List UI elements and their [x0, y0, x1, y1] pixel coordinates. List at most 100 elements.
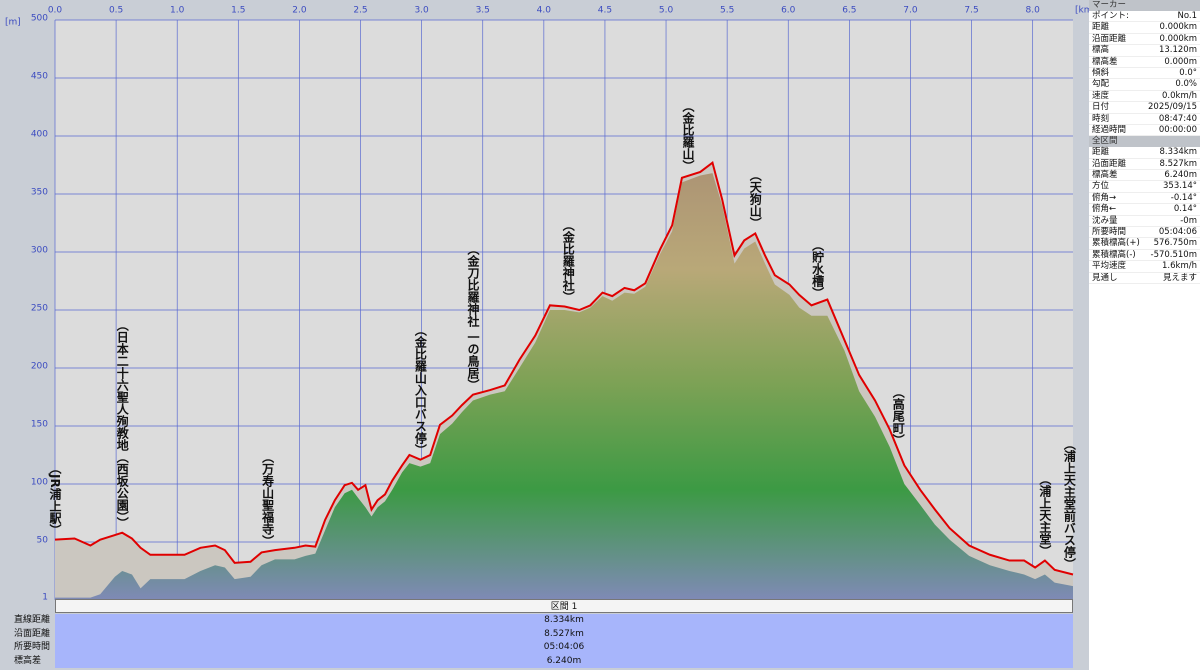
- y-unit: [m]: [5, 18, 21, 28]
- row-key: 傾斜: [1092, 67, 1110, 78]
- place-label: （天狗山）: [748, 169, 763, 230]
- place-label: （金刀比羅神社 一の鳥居）: [465, 242, 480, 391]
- row-key: 標高差: [1092, 56, 1118, 67]
- panel-row: 勾配 0.0%: [1089, 79, 1200, 91]
- y-tick-label: 450: [31, 72, 48, 82]
- profile-chart: [m] [km] 1501001502002503003504004505000…: [5, 6, 1089, 600]
- row-key: 沿面距離: [14, 628, 51, 639]
- place-label: （金比羅山入口バス停）: [413, 323, 428, 456]
- row-value: 353.14°: [1163, 181, 1197, 192]
- row-value: -0.14°: [1170, 192, 1197, 203]
- terrain-area: [55, 173, 1073, 600]
- row-key: 標高差: [14, 655, 42, 666]
- place-label: （金比羅山）: [681, 99, 696, 172]
- panel-row: 累積標高(-) -570.510m: [1089, 249, 1200, 262]
- panel-row: 標高差 0.000m: [1089, 57, 1200, 68]
- row-value: 6.240m: [1164, 170, 1197, 181]
- section-row: 所要時間 05:04:06: [0, 641, 1089, 655]
- panel-row: 標高 13.120m: [1089, 45, 1200, 57]
- row-key: 標高: [1092, 45, 1110, 56]
- row-value: 13.120m: [1158, 45, 1197, 56]
- row-key: ポイント:: [1092, 11, 1129, 21]
- x-unit: [km]: [1075, 6, 1089, 16]
- y-tick-label: 100: [31, 478, 48, 488]
- panel-row: 距離 8.334km: [1089, 147, 1200, 159]
- x-tick-label: 3.0: [414, 6, 429, 16]
- row-key: 累積標高(+): [1092, 238, 1140, 249]
- side-panel: マーカー ポイント: No.1 距離 0.000km 沿面距離 0.000km 標高 13.12…: [1089, 0, 1200, 670]
- row-key: 日付: [1092, 102, 1110, 113]
- x-tick-label: 1.5: [231, 6, 245, 16]
- x-tick-label: 6.0: [781, 6, 796, 16]
- row-key: 沿面距離: [1092, 33, 1127, 44]
- x-tick-label: 0.5: [109, 6, 123, 16]
- row-value: 05:04:06: [55, 641, 1073, 655]
- row-key: 速度: [1092, 90, 1110, 101]
- y-tick-label: 400: [31, 130, 48, 140]
- y-tick-label: 200: [31, 362, 48, 372]
- row-key: 沿面距離: [1092, 158, 1127, 169]
- row-key: 方位: [1092, 181, 1110, 192]
- panel-row: 平均速度 1.6km/h: [1089, 261, 1200, 273]
- x-tick-label: 7.5: [964, 6, 978, 16]
- x-tick-label: 1.0: [170, 6, 185, 16]
- row-key: 所要時間: [14, 642, 51, 652]
- row-value: No.1: [1177, 11, 1197, 21]
- row-value: 0.14°: [1173, 204, 1197, 215]
- panel-row: 標高差 6.240m: [1089, 170, 1200, 182]
- x-tick-label: 5.5: [720, 6, 734, 16]
- section-row: 標高差 6.240m: [0, 654, 1089, 668]
- panel-row: 距離 0.000km: [1089, 22, 1200, 34]
- panel-row: 沿面距離 8.527km: [1089, 158, 1200, 171]
- panel-row: 経過時間 00:00:00: [1089, 124, 1200, 137]
- x-tick-label: 7.0: [903, 6, 918, 16]
- row-value: 2025/09/15: [1148, 102, 1197, 113]
- panel-row: 時刻 08:47:40: [1089, 114, 1200, 125]
- x-tick-label: 2.0: [292, 6, 307, 16]
- row-key: 勾配: [1092, 79, 1110, 90]
- place-label: （高尾町）: [891, 386, 906, 447]
- section-rows: 直線距離 8.334km 沿面距離 8.527km 所要時間 05:04:06 標高差 6.2…: [0, 614, 1089, 668]
- panel-row: 俯角← 0.14°: [1089, 204, 1200, 216]
- row-value: 576.750m: [1153, 238, 1197, 249]
- row-value: 0.0%: [1175, 79, 1197, 90]
- section-row: 沿面距離 8.527km: [0, 627, 1089, 641]
- row-key: 距離: [1092, 147, 1110, 158]
- section-row: 直線距離 8.334km: [0, 614, 1089, 628]
- row-key: 俯角→: [1092, 192, 1117, 203]
- row-value: 0.0km/h: [1162, 90, 1197, 101]
- row-value: 8.527km: [1159, 158, 1197, 169]
- y-tick-label: 150: [31, 420, 48, 430]
- panel-row: 沈み量 -0m: [1089, 215, 1200, 228]
- row-value: 0.000m: [1164, 56, 1197, 67]
- x-tick-label: 2.5: [353, 6, 367, 16]
- x-tick-label: 5.0: [659, 6, 674, 16]
- row-value: 08:47:40: [1158, 113, 1197, 124]
- row-key: 見通し: [1092, 272, 1118, 283]
- row-value: 8.527km: [55, 627, 1073, 641]
- panel-row: ポイント: No.1: [1089, 11, 1200, 23]
- row-value: 0.0°: [1179, 67, 1197, 78]
- row-key: 俯角←: [1092, 204, 1117, 215]
- row-key: 沈み量: [1092, 215, 1118, 226]
- y-tick-label: 500: [31, 14, 48, 24]
- panel-row: 方位 353.14°: [1089, 181, 1200, 193]
- row-value: -0m: [1180, 215, 1197, 226]
- row-key: 所要時間: [1092, 227, 1127, 238]
- panel-title: マーカー: [1089, 0, 1200, 11]
- place-label: （万寿山聖福寺）: [260, 451, 275, 548]
- section-panel: 区間 1 直線距離 8.334km 沿面距離 8.527km 所要時間 05:04:06 標…: [0, 599, 1089, 670]
- row-key: 累積標高(-): [1092, 249, 1136, 260]
- y-tick-label: 1: [42, 592, 48, 600]
- row-value: 見えます: [1162, 272, 1197, 283]
- panel-row: 所要時間 05:04:06: [1089, 227, 1200, 239]
- x-tick-label: 4.5: [598, 6, 612, 16]
- place-label: （貯水槽）: [810, 239, 825, 300]
- row-value: 00:00:00: [1158, 124, 1197, 135]
- row-value: 05:04:06: [1158, 227, 1197, 238]
- row-key: 時刻: [1092, 113, 1110, 124]
- place-label: （金比羅神社）: [561, 219, 576, 304]
- y-tick-label: 350: [31, 188, 48, 198]
- place-label: （JR浦上駅）: [48, 461, 62, 536]
